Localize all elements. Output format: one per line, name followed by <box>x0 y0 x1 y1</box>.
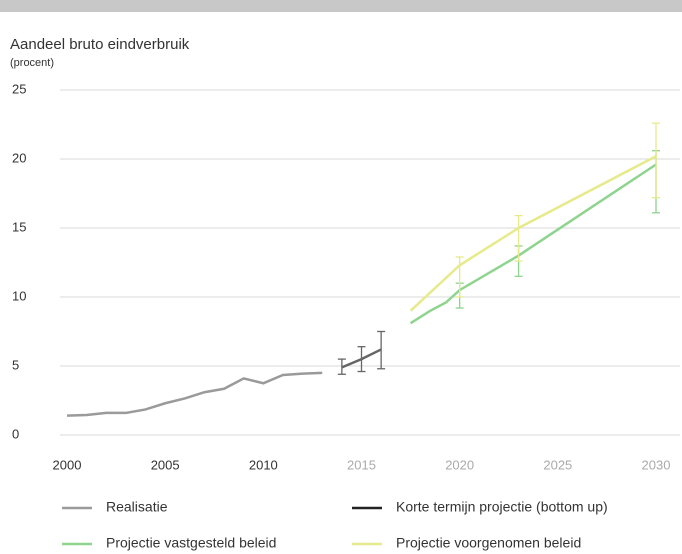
error-bar <box>337 358 346 375</box>
legend-label: Realisatie <box>106 499 168 515</box>
error-bar <box>652 122 660 199</box>
y-tick-label: 5 <box>12 357 19 372</box>
x-tick-label: 2020 <box>445 457 474 472</box>
y-tick-label: 20 <box>12 150 26 165</box>
x-tick-label: 2025 <box>543 457 572 472</box>
error-bar <box>357 346 366 373</box>
series-line <box>409 163 657 325</box>
chart-title: Aandeel bruto eindverbruik <box>10 36 190 53</box>
chart-subtitle: (procent) <box>10 57 54 69</box>
y-tick-label: 10 <box>12 288 26 303</box>
y-tick-label: 25 <box>12 81 26 96</box>
y-tick-label: 0 <box>12 426 19 441</box>
legend-label: Projectie vastgesteld beleid <box>106 535 276 551</box>
x-tick-label: 2030 <box>642 457 671 472</box>
series-line <box>409 155 657 312</box>
x-tick-label: 2010 <box>249 457 278 472</box>
y-tick-label: 15 <box>12 219 26 234</box>
legend-label: Projectie voorgenomen beleid <box>396 535 581 551</box>
error-bar <box>514 214 523 262</box>
error-bar <box>377 330 386 370</box>
x-tick-label: 2000 <box>53 457 82 472</box>
x-tick-label: 2015 <box>347 457 376 472</box>
legend-label: Korte termijn projectie (bottom up) <box>396 499 608 515</box>
error-bar <box>455 256 464 298</box>
x-tick-label: 2005 <box>151 457 180 472</box>
top-bar <box>0 0 682 12</box>
series-line <box>66 371 323 417</box>
